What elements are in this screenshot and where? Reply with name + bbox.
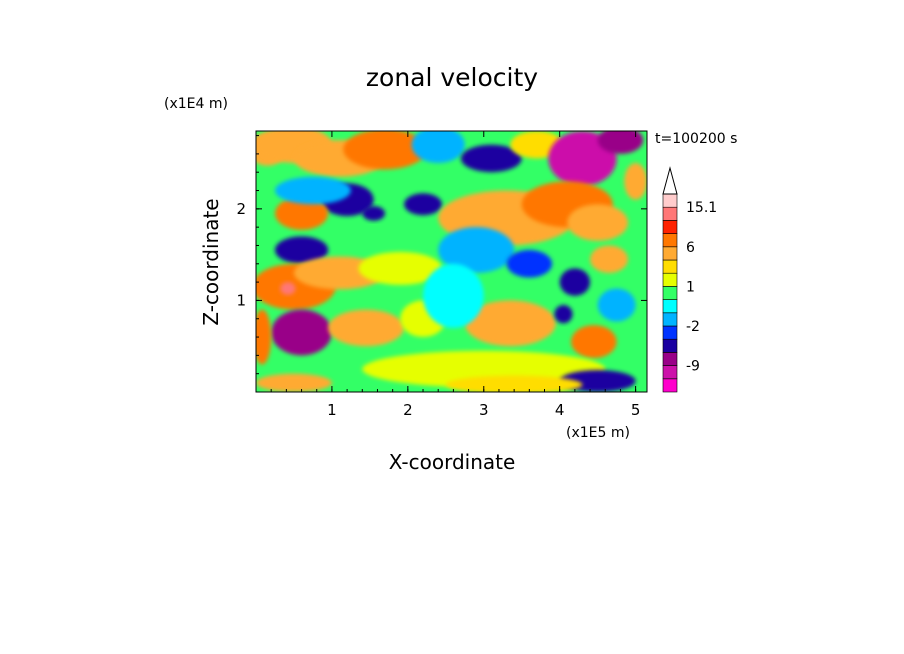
x-tick-label: 4 bbox=[555, 401, 565, 419]
field-region-37 bbox=[256, 309, 272, 365]
field-region-20 bbox=[358, 251, 443, 285]
y-unit-label: (x1E4 m) bbox=[164, 96, 228, 112]
x-tick-label: 2 bbox=[403, 401, 413, 419]
field-region-28 bbox=[464, 300, 556, 347]
chart-title: zonal velocity bbox=[366, 63, 538, 92]
x-tick-label: 3 bbox=[479, 401, 489, 419]
colorbar-segment bbox=[662, 312, 678, 327]
colorbar-segment bbox=[662, 338, 678, 353]
colorbar-segment bbox=[662, 233, 678, 248]
colorbar-label: 15.1 bbox=[686, 200, 717, 216]
field-region-21 bbox=[438, 227, 515, 273]
colorbar-segment bbox=[662, 352, 678, 366]
plot-area bbox=[255, 130, 648, 393]
field-region-33 bbox=[445, 375, 583, 392]
field-region-23 bbox=[559, 268, 591, 296]
x-axis: 1 2 3 4 5 bbox=[270, 131, 641, 419]
velocity-field bbox=[256, 131, 647, 392]
y-axis: 12 bbox=[236, 135, 647, 375]
field-region-18 bbox=[280, 282, 296, 295]
field-region-11 bbox=[274, 196, 329, 230]
y-tick-label: 1 bbox=[236, 291, 246, 309]
field-region-3 bbox=[343, 131, 427, 170]
colorbar-label: -2 bbox=[686, 319, 700, 335]
colorbar-segment bbox=[662, 259, 678, 274]
plot-frame bbox=[255, 130, 648, 393]
field-region-24 bbox=[590, 245, 629, 273]
field-region-15 bbox=[567, 204, 629, 241]
field-region-34 bbox=[256, 373, 332, 392]
field-region-16 bbox=[274, 236, 329, 264]
x-tick-label: 5 bbox=[631, 401, 641, 419]
colorbar-segment bbox=[662, 246, 678, 261]
colorbar-segment bbox=[662, 272, 678, 287]
time-label: t=100200 s bbox=[655, 131, 737, 147]
field-region-26 bbox=[328, 309, 405, 347]
colorbar: -9 -2 1 6 15.1 bbox=[662, 166, 717, 393]
field-region-25 bbox=[271, 309, 332, 356]
colorbar-segment bbox=[662, 193, 678, 208]
y-axis-label: Z-coordinate bbox=[199, 198, 223, 325]
field-region-39 bbox=[362, 206, 386, 221]
field-region-12 bbox=[274, 176, 351, 205]
colorbar-segment bbox=[662, 325, 678, 340]
x-tick-label: 1 bbox=[327, 401, 337, 419]
field-region-10 bbox=[404, 193, 443, 216]
colorbar-extend-arrow bbox=[662, 166, 678, 195]
field-region-5 bbox=[460, 144, 522, 173]
field-region-22 bbox=[506, 250, 553, 278]
field-region-4 bbox=[411, 131, 465, 164]
colorbar-segment bbox=[662, 220, 678, 234]
field-region-30 bbox=[554, 305, 573, 324]
field-region-38 bbox=[624, 163, 647, 200]
colorbar-segment bbox=[662, 206, 678, 221]
colorbar-label: 1 bbox=[686, 279, 695, 295]
field-region-8 bbox=[597, 131, 644, 154]
field-region-35 bbox=[597, 288, 636, 322]
colorbar-segment bbox=[662, 378, 678, 393]
y-tick-label: 2 bbox=[236, 200, 246, 218]
field-region-36 bbox=[423, 263, 484, 328]
colorbar-segment bbox=[662, 365, 678, 380]
colorbar-label: 6 bbox=[686, 240, 695, 256]
field-region-29 bbox=[571, 325, 617, 359]
colorbar-label: -9 bbox=[686, 359, 700, 375]
x-axis-label: X-coordinate bbox=[389, 450, 516, 474]
colorbar-segment bbox=[662, 286, 678, 300]
colorbar-segment bbox=[662, 299, 678, 314]
x-unit-label: (x1E5 m) bbox=[566, 425, 630, 441]
